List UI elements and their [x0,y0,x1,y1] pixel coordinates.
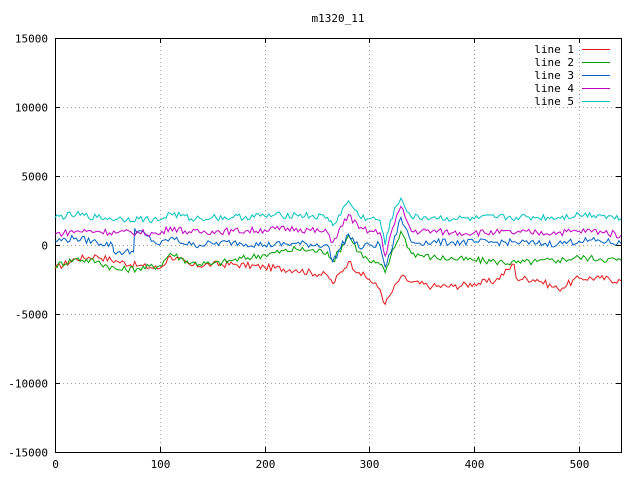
y-tick-label: -10000 [8,378,48,391]
x-tick-label: 300 [360,458,380,471]
y-tick-label: 10000 [15,102,48,115]
x-tick-label: 100 [151,458,171,471]
legend-label-3: line 3 [534,69,574,82]
x-tick-label: 400 [465,458,485,471]
legend-label-1: line 1 [534,43,574,56]
axis-ticks: 0 100 200 300 400 500 -15000 -10000 -5000 0 5000 10… [8,33,621,471]
y-tick-label: 5000 [22,171,49,184]
y-tick-label: -15000 [8,447,48,460]
y-tick-label: 15000 [15,33,48,46]
grid-lines [55,38,621,452]
series-line-4 [54,205,622,258]
x-tick-label: 500 [570,458,590,471]
series-line-1 [54,253,622,306]
x-tick-label: 200 [256,458,276,471]
chart-title: m1320_11 [312,12,365,25]
y-tick-label: -5000 [15,309,48,322]
x-tick-label: 0 [52,458,59,471]
y-tick-label: 0 [41,240,48,253]
legend-label-5: line 5 [534,95,574,108]
series-line-5 [54,196,622,246]
series-group [54,196,622,306]
legend-label-2: line 2 [534,56,574,69]
legend-label-4: line 4 [534,82,574,95]
